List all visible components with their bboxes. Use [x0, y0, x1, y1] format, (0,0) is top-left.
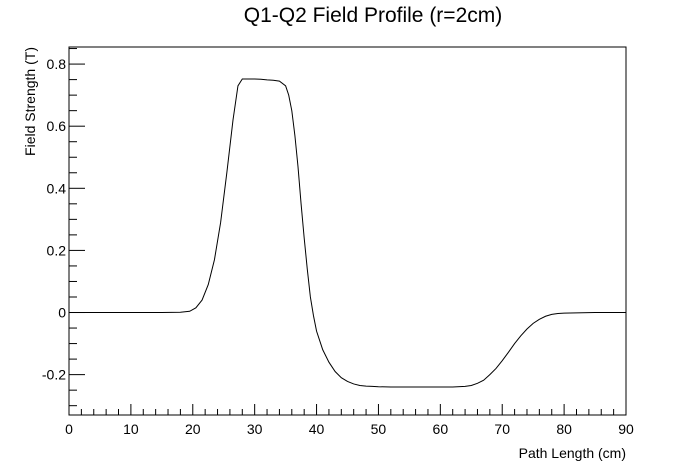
x-tick-label: 90 — [618, 421, 634, 437]
y-axis-title: Field Strength (T) — [22, 47, 38, 156]
y-axis-ticks — [69, 48, 85, 407]
x-tick-label: 30 — [247, 421, 263, 437]
plot-frame — [68, 46, 627, 416]
y-tick-label: 0.6 — [47, 118, 67, 134]
y-axis-tick-labels: -0.2 0 0.2 0.4 0.6 0.8 — [42, 56, 66, 383]
x-tick-label: 40 — [309, 421, 325, 437]
y-tick-label: 0.4 — [47, 180, 67, 196]
x-axis-tick-labels: 0 10 20 30 40 50 60 70 80 90 — [65, 421, 634, 437]
x-axis-ticks — [68, 404, 627, 415]
x-tick-label: 0 — [65, 421, 73, 437]
x-tick-label: 10 — [123, 421, 139, 437]
y-tick-label: -0.2 — [42, 367, 66, 383]
x-tick-label: 80 — [556, 421, 572, 437]
series-line — [69, 78, 626, 388]
y-tick-label: 0 — [58, 305, 66, 321]
y-tick-label: 0.8 — [47, 56, 67, 72]
x-tick-label: 70 — [494, 421, 510, 437]
y-tick-label: 0.2 — [47, 242, 67, 258]
x-tick-label: 60 — [433, 421, 449, 437]
x-tick-label: 20 — [185, 421, 201, 437]
x-axis-title: Path Length (cm) — [519, 445, 626, 461]
x-tick-label: 50 — [371, 421, 387, 437]
chart-title: Q1-Q2 Field Profile (r=2cm) — [244, 4, 502, 27]
